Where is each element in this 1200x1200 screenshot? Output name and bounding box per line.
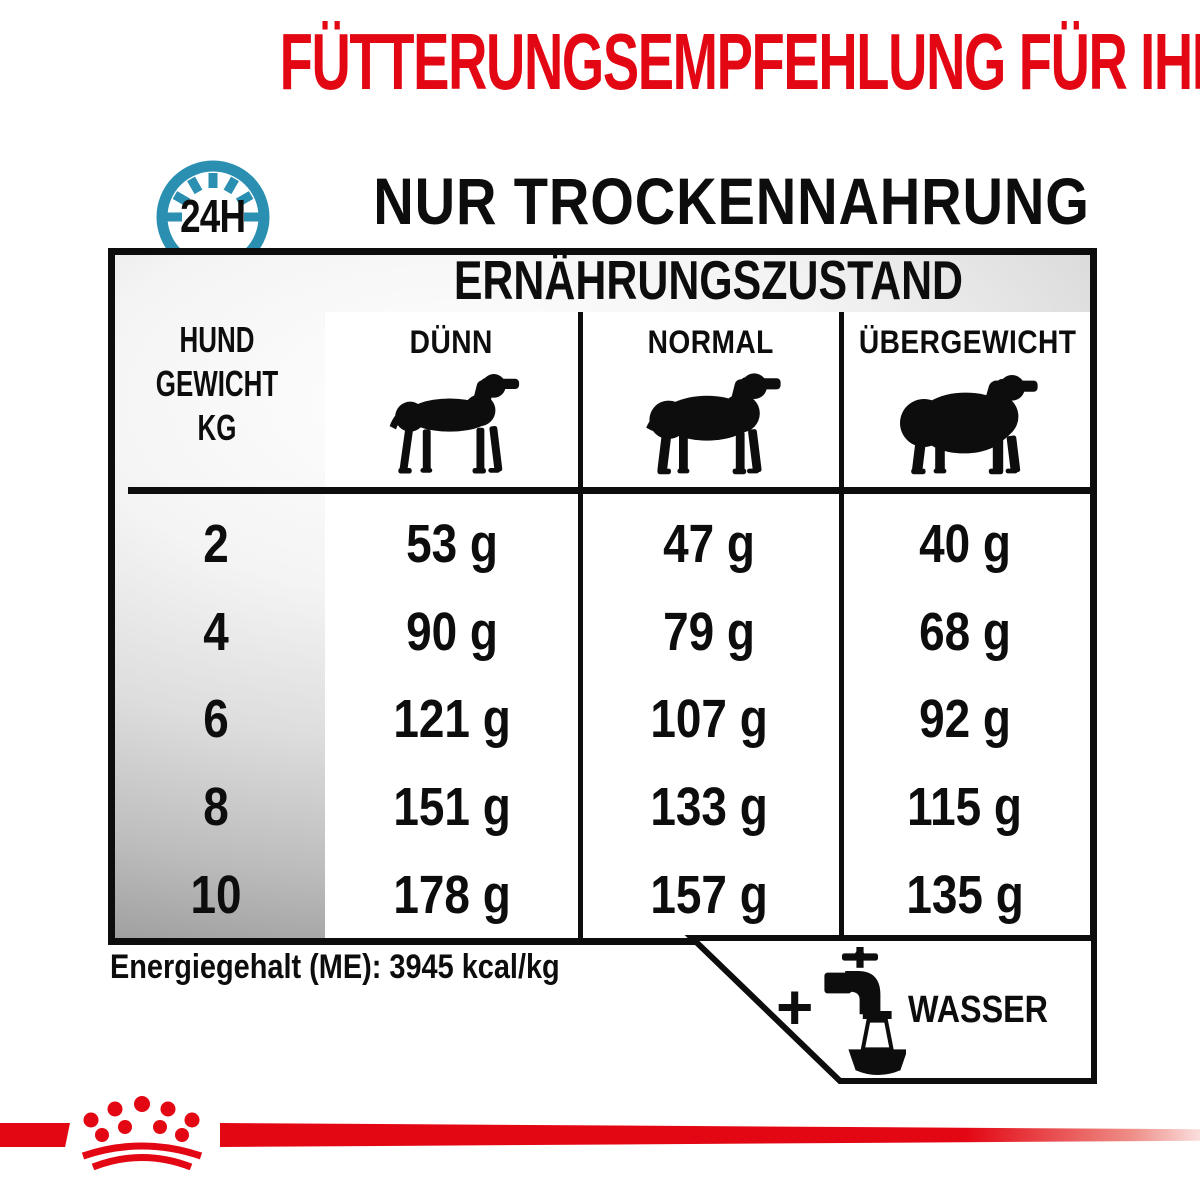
table-rows: 2 53 g 47 g 40 g 4 90 g 79 g 68 g 6 121 … [108, 500, 1091, 939]
table-row: 4 90 g 79 g 68 g [108, 588, 1091, 676]
weight-cell: 4 [203, 601, 230, 662]
column-label-normal: NORMAL [647, 324, 775, 360]
water-label: WASSER [908, 989, 1048, 1031]
water-tap-icon [824, 947, 906, 1075]
column-thin: DÜNN [325, 312, 578, 558]
clock-24h-label: 24H [180, 190, 246, 242]
overweight-dog-icon [899, 375, 1038, 475]
column-overweight: ÜBERGEWICHT [844, 312, 1091, 558]
plus-sign: + [776, 971, 814, 1043]
value-cell: 178 g [393, 865, 512, 926]
value-cell: 79 g [663, 601, 756, 662]
column-divider-1 [578, 312, 583, 939]
value-cell: 121 g [393, 689, 512, 750]
table-header: ERNÄHRUNGSZUSTAND [453, 249, 963, 311]
normal-dog-icon [646, 373, 781, 475]
page-title-text: FÜTTERUNGSEMPFEHLUNG FÜR IHREN HUND [279, 17, 1200, 106]
value-cell: 151 g [393, 777, 512, 838]
column-label-overweight: ÜBERGEWICHT [858, 324, 1077, 360]
water-callout: + WASSER [680, 933, 1097, 1088]
table-row: 8 151 g 133 g 115 g [108, 763, 1091, 851]
value-cell: 90 g [406, 601, 499, 662]
brand-band-left [0, 1123, 70, 1147]
value-cell: 40 g [919, 513, 1011, 574]
table-row: 2 53 g 47 g 40 g [108, 500, 1091, 588]
value-cell: 133 g [650, 777, 769, 838]
value-cell: 157 g [650, 865, 769, 926]
brand-band-right [220, 1123, 1200, 1147]
thin-dog-icon [389, 374, 519, 474]
value-cell: 135 g [906, 865, 1024, 926]
column-divider-2 [839, 312, 844, 939]
table-row: 6 121 g 107 g 92 g [108, 676, 1091, 764]
value-cell: 53 g [406, 513, 499, 574]
page-title: FÜTTERUNGSEMPFEHLUNG FÜR IHREN HUND [0, 22, 1200, 102]
weight-cell: 10 [190, 865, 243, 926]
column-label-thin: DÜNN [409, 324, 494, 360]
weight-column-header: HUND GEWICHT KG [155, 319, 278, 448]
weight-cell: 2 [203, 513, 230, 574]
energy-note: Energiegehalt (ME): 3945 kcal/kg [110, 948, 560, 986]
header-separator-line [128, 487, 1091, 494]
value-cell: 92 g [919, 689, 1011, 750]
weight-cell: 8 [203, 777, 230, 838]
royal-canin-crown-icon [81, 1096, 203, 1170]
feeding-table: ERNÄHRUNGSZUSTAND HUND GEWICHT KG DÜNN [108, 248, 1097, 945]
value-cell: 107 g [650, 689, 769, 750]
table-row: 10 178 g 157 g 135 g [108, 851, 1091, 939]
column-normal: NORMAL [583, 312, 839, 558]
value-cell: 47 g [663, 513, 756, 574]
weight-cell: 6 [203, 689, 230, 750]
value-cell: 115 g [907, 777, 1023, 838]
value-cell: 68 g [919, 601, 1011, 662]
subtitle: NUR TROCKENNAHRUNG [373, 164, 1090, 238]
